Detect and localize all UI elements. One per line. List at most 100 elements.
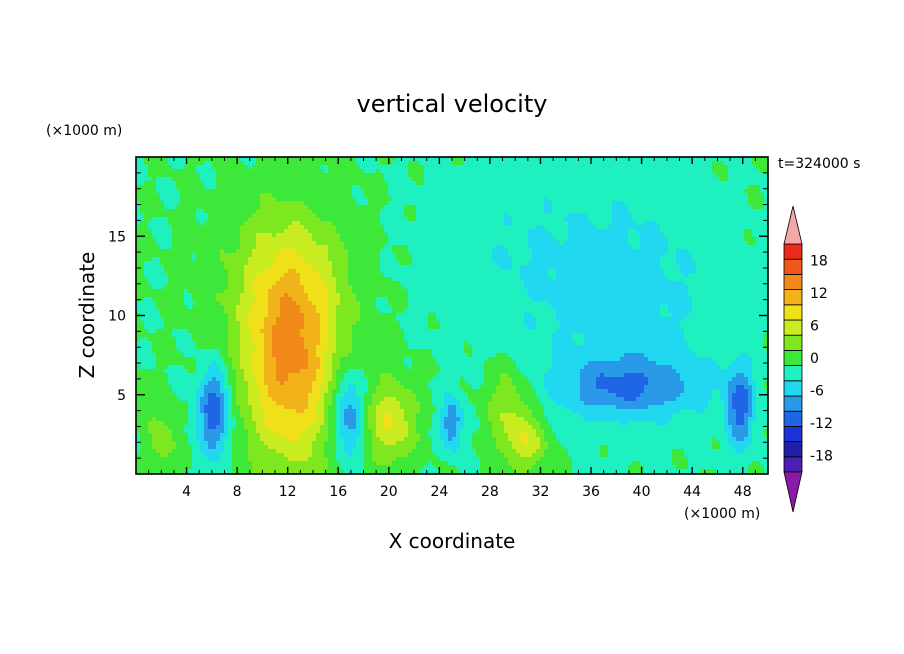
contour-cell bbox=[588, 217, 613, 222]
contour-cell bbox=[276, 365, 309, 370]
contour-cell bbox=[324, 377, 333, 382]
contour-cell bbox=[368, 417, 377, 422]
contour-cell bbox=[156, 177, 173, 182]
contour-cell bbox=[624, 353, 645, 358]
contour-cell bbox=[188, 469, 233, 474]
contour-cell bbox=[160, 313, 229, 318]
contour-cell bbox=[380, 261, 401, 266]
contour-cell bbox=[208, 369, 221, 374]
contour-cell bbox=[740, 353, 749, 358]
contour-cell bbox=[536, 461, 573, 466]
contour-cell bbox=[552, 429, 725, 434]
contour-cell bbox=[568, 449, 601, 454]
contour-cell bbox=[324, 357, 333, 362]
contour-cell bbox=[748, 381, 757, 386]
contour-cell bbox=[392, 249, 409, 254]
contour-cell bbox=[720, 441, 729, 446]
contour-cell bbox=[396, 313, 429, 318]
contour-cell bbox=[252, 281, 277, 286]
contour-cell bbox=[340, 461, 365, 466]
contour-cell bbox=[336, 373, 345, 378]
contour-cell bbox=[312, 449, 325, 454]
contour-cell bbox=[220, 249, 225, 254]
contour-cell bbox=[176, 345, 197, 350]
contour-cell bbox=[356, 385, 369, 390]
contour-cell bbox=[336, 433, 341, 438]
contour-cell bbox=[368, 421, 377, 426]
contour-cell bbox=[408, 433, 421, 438]
contour-cell bbox=[552, 305, 661, 310]
contour-cell bbox=[752, 429, 765, 434]
contour-cell bbox=[724, 405, 729, 410]
contour-cell bbox=[680, 409, 697, 414]
contour-cell bbox=[172, 385, 201, 390]
contour-cell bbox=[320, 365, 325, 370]
contour-cell bbox=[532, 249, 669, 254]
contour-cell bbox=[644, 389, 685, 394]
contour-cell bbox=[312, 381, 325, 386]
colorbar-tick-label: 0 bbox=[810, 351, 819, 367]
contour-cell bbox=[144, 161, 169, 166]
contour-cell bbox=[608, 449, 673, 454]
contour-cell bbox=[556, 273, 665, 278]
contour-cell bbox=[224, 261, 249, 266]
contour-cell bbox=[316, 413, 325, 418]
contour-cell bbox=[136, 217, 145, 222]
contour-cell bbox=[736, 373, 745, 378]
contour-cell bbox=[720, 397, 729, 402]
contour-cell bbox=[552, 233, 569, 238]
contour-cell bbox=[688, 285, 768, 290]
contour-cell bbox=[332, 373, 337, 378]
contour-cell bbox=[360, 185, 389, 190]
contour-cell bbox=[364, 397, 373, 402]
colorbar-segment bbox=[783, 258, 803, 275]
contour-cell bbox=[748, 353, 768, 358]
contour-cell bbox=[308, 457, 329, 462]
contour-cell bbox=[488, 417, 501, 422]
contour-cell bbox=[764, 337, 768, 342]
contour-cell bbox=[412, 177, 425, 182]
contour-cell bbox=[524, 281, 685, 286]
contour-cell bbox=[232, 437, 249, 442]
contour-cell bbox=[336, 429, 341, 434]
contour-cell bbox=[204, 385, 221, 390]
contour-cell bbox=[460, 377, 465, 382]
contour-cell bbox=[388, 301, 409, 306]
contour-cell bbox=[144, 325, 165, 330]
contour-cell bbox=[336, 337, 353, 342]
contour-cell bbox=[628, 241, 641, 246]
contour-cell bbox=[684, 337, 765, 342]
contour-cell bbox=[528, 237, 557, 242]
contour-cell bbox=[532, 257, 661, 262]
contour-cell bbox=[256, 373, 265, 378]
contour-cell bbox=[188, 433, 197, 438]
contour-cell bbox=[492, 397, 521, 402]
contour-cell bbox=[752, 233, 768, 238]
contour-cell bbox=[400, 321, 429, 326]
contour-cell bbox=[316, 405, 325, 410]
contour-cell bbox=[188, 401, 197, 406]
contour-cell bbox=[336, 313, 361, 318]
contour-cell bbox=[664, 273, 685, 278]
contour-cell bbox=[288, 225, 305, 230]
contour-cell bbox=[460, 441, 473, 446]
contour-cell bbox=[364, 449, 373, 454]
contour-cell bbox=[704, 409, 725, 414]
contour-cell bbox=[408, 293, 529, 298]
contour-cell bbox=[264, 341, 273, 346]
contour-cell bbox=[312, 233, 341, 238]
contour-cell bbox=[692, 301, 768, 306]
contour-cell bbox=[224, 425, 229, 430]
contour-cell bbox=[156, 353, 185, 358]
contour-cell bbox=[600, 373, 605, 378]
contour-cell bbox=[416, 205, 545, 210]
contour-cell bbox=[228, 377, 237, 382]
contour-cell bbox=[168, 381, 201, 386]
contour-cell bbox=[304, 289, 329, 294]
contour-cell bbox=[252, 417, 265, 422]
contour-cell bbox=[136, 401, 189, 406]
contour-cell bbox=[136, 461, 193, 466]
contour-cell bbox=[364, 469, 421, 474]
contour-cell bbox=[240, 157, 257, 162]
contour-cell bbox=[584, 341, 689, 346]
